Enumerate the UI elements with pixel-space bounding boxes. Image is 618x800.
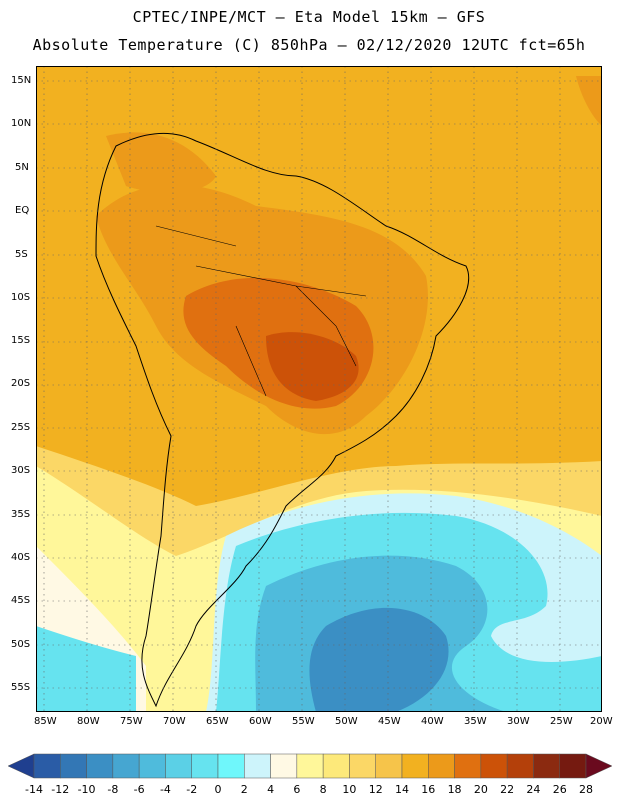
colorbar-tick-label: 0 [214,783,222,796]
lon-label-85w: 85W [34,716,57,727]
country-borders [155,225,367,397]
lon-label-45w: 45W [378,716,401,727]
lon-label-30w: 30W [507,716,530,727]
lon-label-75w: 75W [120,716,143,727]
colorbar-segment [270,753,298,779]
colorbar-segment [506,753,534,779]
colorbar-under-triangle [8,753,35,779]
lon-label-35w: 35W [464,716,487,727]
map-frame [36,66,602,712]
colorbar-tick-label: -6 [133,783,145,796]
colorbar-tick-label: 14 [395,783,409,796]
lon-label-65w: 65W [206,716,229,727]
lat-label-10s: 10S [11,292,31,303]
lon-label-25w: 25W [550,716,573,727]
colorbar-segment [86,753,114,779]
lat-label-35s: 35S [11,509,31,520]
colorbar-over-triangle [585,753,612,779]
coastline-south-america [95,132,470,708]
field-band-ne [576,76,602,126]
colorbar-tick-label: 28 [579,783,593,796]
lat-label-15n: 15N [11,75,32,86]
colorbar-segment [191,753,219,779]
lat-label-5n: 5N [15,162,29,173]
graticule [36,66,602,712]
colorbar-segment [533,753,560,779]
colorbar-segment [454,753,482,779]
colorbar-segment [60,753,87,779]
lon-label-60w: 60W [249,716,272,727]
colorbar-tick-label: -12 [51,783,70,796]
colorbar-tick-label: -2 [186,783,198,796]
lat-label-10n: 10N [11,118,32,129]
colorbar-segment [244,753,271,779]
field-band-west-cold [36,626,136,712]
colorbar-segment [349,753,376,779]
lat-label-15s: 15S [11,335,31,346]
lon-label-50w: 50W [335,716,358,727]
lat-label-5s: 5S [15,249,28,260]
colorbar-tick-label: 16 [421,783,436,796]
colorbar-segment [401,753,429,779]
lat-label-50s: 50S [11,639,31,650]
colorbar-tick-label: 4 [267,783,275,796]
chart-title-line-1: CPTEC/INPE/MCT – Eta Model 15km – GFS [132,8,486,26]
lon-label-40w: 40W [421,716,444,727]
lat-label-eq: EQ [15,205,30,216]
colorbar-tick-label: 20 [473,783,488,796]
temperature-map [36,66,602,712]
colorbar-tick-label: 12 [368,783,383,796]
colorbar-tick-label: -4 [159,783,171,796]
colorbar-tick-label: -10 [77,783,96,796]
colorbar-tick-label: 18 [447,783,462,796]
colorbar-tick-label: -14 [25,783,43,796]
field-band-minus8 [309,607,449,712]
colorbar-segment [165,753,192,779]
colorbar-segment [296,753,324,779]
colorbar [8,753,612,779]
colorbar-segment [375,753,403,779]
colorbar-segment [112,753,140,779]
lon-label-70w: 70W [163,716,186,727]
colorbar-tick-label: 22 [500,783,515,796]
colorbar-tick-label: 26 [552,783,567,796]
field-band-24 [266,332,359,401]
lat-label-40s: 40S [11,552,31,563]
colorbar-segment [33,753,61,779]
colorbar-tick-label: 10 [342,783,357,796]
lat-label-20s: 20S [11,378,31,389]
lat-label-55s: 55S [11,682,31,693]
colorbar-segment [217,753,245,779]
field-band-20-north [106,132,216,193]
lat-label-30s: 30S [11,465,31,476]
lon-label-20w: 20W [590,716,613,727]
lat-label-25s: 25S [11,422,31,433]
colorbar-segment [322,753,350,779]
colorbar-tick-label: 6 [293,783,301,796]
chart-title-line-2: Absolute Temperature (C) 850hPa – 02/12/… [32,36,586,54]
lon-label-55w: 55W [292,716,315,727]
colorbar-segment [480,753,508,779]
lon-label-80w: 80W [77,716,100,727]
colorbar-tick-label: 2 [240,783,248,796]
colorbar-tick-label: -8 [107,783,119,796]
colorbar-tick-label: 8 [319,783,327,796]
lat-label-45s: 45S [11,595,31,606]
colorbar-tick-label: 24 [526,783,541,796]
colorbar-segment [428,753,455,779]
colorbar-segment [138,753,166,779]
colorbar-segment [559,753,587,779]
